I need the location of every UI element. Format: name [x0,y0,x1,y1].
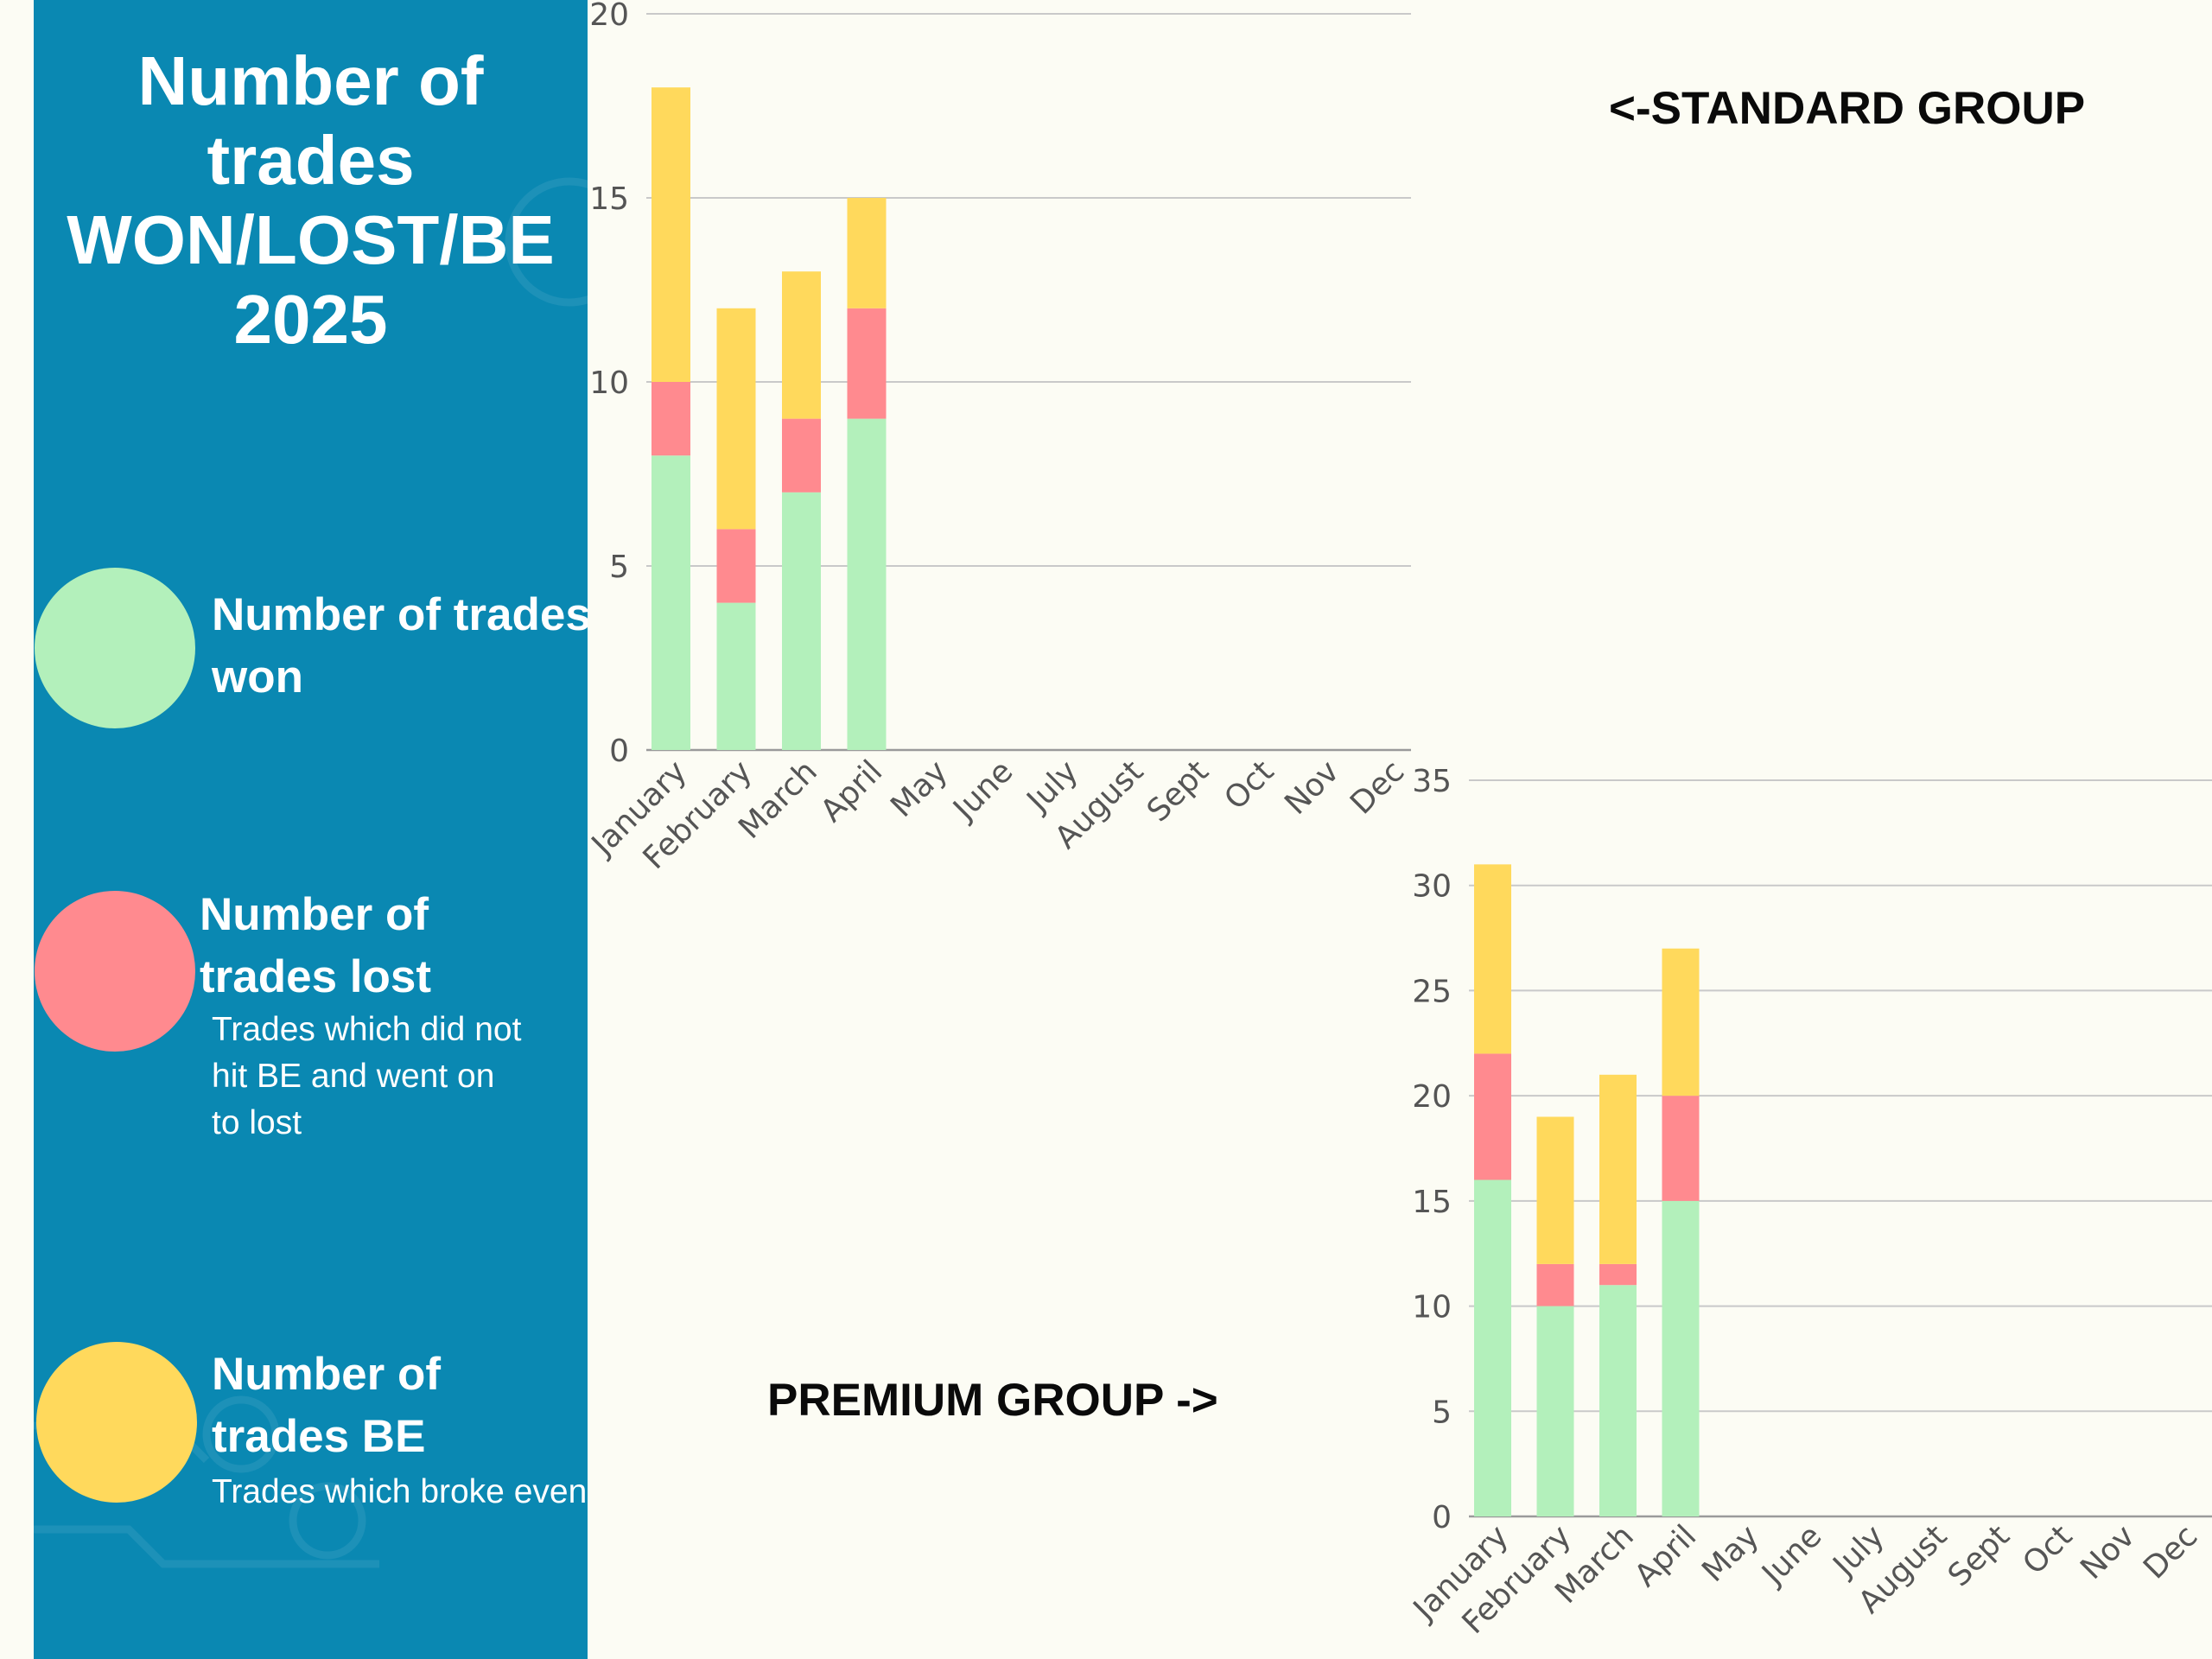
y-tick-label: 5 [1432,1395,1452,1430]
bar-segment [1599,1285,1637,1516]
bar-segment [847,198,887,308]
x-tick-label: Nov [1278,753,1346,822]
y-tick-label: 15 [589,181,629,217]
bar-segment [1536,1116,1574,1264]
y-tick-label: 20 [589,0,629,33]
x-tick-label: Sept [1942,1518,2017,1593]
bar-segment [1662,1096,1700,1201]
legend-subtitle-be: Trades which broke even [212,1473,588,1510]
bar-segment [782,492,821,750]
y-tick-label: 10 [589,365,629,401]
y-tick-label: 5 [609,550,629,585]
y-tick-label: 30 [1412,869,1452,905]
x-tick-label: Oct [2016,1518,2079,1581]
page-title-line: Number of [137,42,484,119]
bar-segment [1474,864,1511,1054]
y-tick-label: 15 [1412,1185,1452,1220]
legend-title-won: Number of trades won [212,589,588,702]
bar-segment [652,455,690,750]
page-title-line: trades [207,122,415,199]
bar-segment [847,308,887,419]
bar-segment [1662,1200,1700,1516]
page-edge [0,0,34,1659]
bar-segment [716,602,756,750]
bar-segment [716,308,756,530]
legend-dot-be [36,1342,197,1503]
legend-subtitle-lost: Trades which did not hit BE and went on … [212,1011,522,1141]
bar-segment [652,382,690,456]
x-tick-label: Sept [1141,753,1216,829]
bar-segment [782,418,821,493]
sidebar-panel: Number of trades WON/LOST/BE 2025 Number of… [34,0,588,1659]
x-tick-label: Dec [1344,753,1411,821]
legend-dot-won [35,568,195,728]
legend-dot-lost [35,891,195,1052]
premium-group-chart: 05101520253035JanuaryFebruaryMarchAprilM… [1406,764,2212,1641]
y-tick-label: 10 [1412,1290,1452,1325]
x-tick-label: April [1628,1518,1703,1593]
y-tick-label: 20 [1412,1079,1452,1115]
page-title-line: 2025 [233,281,388,358]
legend-title-be: Number of trades BE [212,1349,441,1462]
y-tick-label: 0 [609,734,629,769]
y-tick-label: 25 [1412,974,1452,1009]
y-tick-label: 0 [1432,1500,1452,1535]
bar-segment [1536,1306,1574,1516]
x-tick-label: June [946,753,1020,828]
page-title-line: WON/LOST/BE [67,201,555,278]
x-tick-label: Oct [1217,753,1281,817]
standard-group-label: <-STANDARD GROUP [1609,83,2086,134]
legend-title-lost: Number of trades lost [200,889,432,1002]
premium-group-label: PREMIUM GROUP -> [767,1375,1218,1426]
bar-segment [716,529,756,603]
x-tick-label: April [814,753,889,829]
bar-segment [1599,1074,1637,1264]
bar-segment [1474,1053,1511,1180]
bar-segment [1662,948,1700,1096]
bar-segment [847,418,887,750]
y-tick-label: 35 [1412,764,1452,799]
x-tick-label: May [1695,1518,1766,1589]
bar-segment [782,271,821,419]
standard-group-chart: 05101520JanuaryFebruaryMarchAprilMayJune… [584,0,1411,876]
bar-segment [652,87,690,382]
bar-segment [1474,1179,1511,1516]
x-tick-label: Nov [2074,1518,2142,1586]
x-tick-label: May [884,753,955,824]
x-tick-label: June [1755,1518,1829,1592]
x-tick-label: Dec [2137,1518,2204,1586]
page-title: Number of trades WON/LOST/BE 2025 [34,41,588,359]
bar-segment [1599,1263,1637,1286]
bar-segment [1536,1263,1574,1306]
